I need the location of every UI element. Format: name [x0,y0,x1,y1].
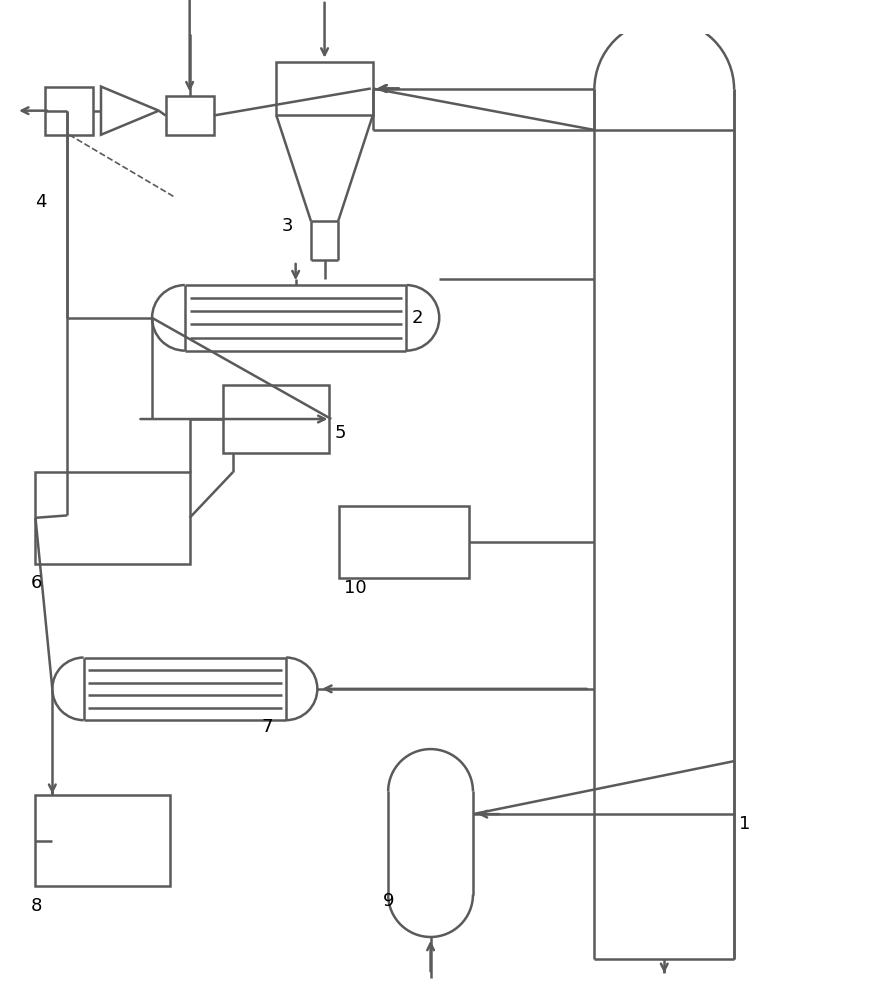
Text: 5: 5 [334,424,346,442]
Text: 10: 10 [344,579,366,597]
Text: 9: 9 [382,892,394,910]
Bar [36,795,170,886]
Text: 8: 8 [30,897,42,915]
Bar [166,96,214,135]
Bar [224,385,330,453]
Bar [339,506,469,578]
Bar [45,87,94,135]
Text: 2: 2 [412,309,423,327]
Text: 6: 6 [30,574,42,592]
Text: 1: 1 [739,815,750,833]
Text: 7: 7 [262,718,274,736]
Bar [36,472,190,564]
Bar [276,62,372,115]
Text: 3: 3 [282,217,293,235]
Text: 4: 4 [36,193,47,211]
